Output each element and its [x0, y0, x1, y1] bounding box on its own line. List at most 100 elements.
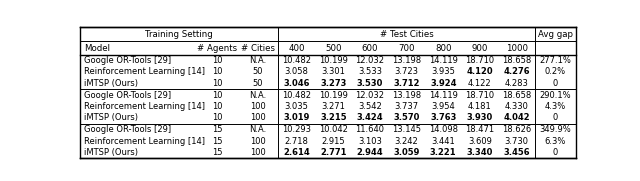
Text: # Agents: # Agents — [198, 43, 237, 52]
Text: 13.198: 13.198 — [392, 91, 421, 100]
Text: 100: 100 — [250, 137, 266, 146]
Text: 50: 50 — [253, 79, 263, 88]
Text: 3.930: 3.930 — [467, 113, 493, 123]
Text: 3.533: 3.533 — [358, 68, 382, 76]
Text: 2.915: 2.915 — [321, 137, 345, 146]
Text: 900: 900 — [472, 43, 488, 52]
Text: 3.924: 3.924 — [430, 79, 456, 88]
Text: 3.456: 3.456 — [503, 148, 530, 157]
Text: 3.424: 3.424 — [356, 113, 383, 123]
Text: 4.3%: 4.3% — [545, 102, 566, 111]
Text: Model: Model — [84, 43, 110, 52]
Text: 10.199: 10.199 — [319, 56, 348, 65]
Text: 700: 700 — [398, 43, 415, 52]
Text: 100: 100 — [250, 113, 266, 123]
Text: 290.1%: 290.1% — [540, 91, 572, 100]
Text: 3.441: 3.441 — [431, 137, 455, 146]
Text: 2.718: 2.718 — [285, 137, 308, 146]
Text: 3.046: 3.046 — [284, 79, 310, 88]
Text: # Test Cities: # Test Cities — [380, 30, 433, 39]
Text: 10: 10 — [212, 68, 223, 76]
Text: 3.215: 3.215 — [320, 113, 347, 123]
Text: 3.035: 3.035 — [285, 102, 308, 111]
Text: 3.242: 3.242 — [395, 137, 419, 146]
Text: 12.032: 12.032 — [355, 56, 385, 65]
Text: 10: 10 — [212, 91, 223, 100]
Text: 10: 10 — [212, 79, 223, 88]
Text: 13.145: 13.145 — [392, 125, 421, 134]
Text: Avg gap: Avg gap — [538, 30, 573, 39]
Text: 10: 10 — [212, 102, 223, 111]
Text: 2.771: 2.771 — [320, 148, 347, 157]
Text: 10.482: 10.482 — [282, 91, 311, 100]
Text: 10.199: 10.199 — [319, 91, 348, 100]
Text: 3.712: 3.712 — [394, 79, 420, 88]
Text: Google OR-Tools [29]: Google OR-Tools [29] — [84, 91, 171, 100]
Text: iMTSP (Ours): iMTSP (Ours) — [84, 79, 138, 88]
Text: Training Setting: Training Setting — [145, 30, 213, 39]
Text: 3.301: 3.301 — [321, 68, 346, 76]
Text: Google OR-Tools [29]: Google OR-Tools [29] — [84, 56, 171, 65]
Text: 1000: 1000 — [506, 43, 527, 52]
Text: 3.935: 3.935 — [431, 68, 455, 76]
Text: 3.730: 3.730 — [504, 137, 529, 146]
Text: 3.019: 3.019 — [284, 113, 310, 123]
Text: 0.2%: 0.2% — [545, 68, 566, 76]
Text: Reinforcement Learning [14]: Reinforcement Learning [14] — [84, 137, 205, 146]
Text: Reinforcement Learning [14]: Reinforcement Learning [14] — [84, 68, 205, 76]
Text: Reinforcement Learning [14]: Reinforcement Learning [14] — [84, 102, 205, 111]
Text: 10.482: 10.482 — [282, 56, 311, 65]
Text: N.A.: N.A. — [250, 125, 267, 134]
Text: 4.120: 4.120 — [467, 68, 493, 76]
Text: 100: 100 — [250, 102, 266, 111]
Text: 3.954: 3.954 — [431, 102, 455, 111]
Text: 4.042: 4.042 — [503, 113, 530, 123]
Text: 4.122: 4.122 — [468, 79, 492, 88]
Text: 15: 15 — [212, 137, 223, 146]
Text: 800: 800 — [435, 43, 451, 52]
Text: 12.032: 12.032 — [355, 91, 385, 100]
Text: 18.658: 18.658 — [502, 91, 531, 100]
Text: 0: 0 — [553, 113, 558, 123]
Text: 3.737: 3.737 — [395, 102, 419, 111]
Text: 18.710: 18.710 — [465, 91, 495, 100]
Text: 100: 100 — [250, 148, 266, 157]
Text: 18.658: 18.658 — [502, 56, 531, 65]
Text: 277.1%: 277.1% — [540, 56, 572, 65]
Text: 10: 10 — [212, 113, 223, 123]
Text: 10.293: 10.293 — [282, 125, 311, 134]
Text: 18.710: 18.710 — [465, 56, 495, 65]
Text: 3.530: 3.530 — [357, 79, 383, 88]
Text: N.A.: N.A. — [250, 91, 267, 100]
Text: 14.119: 14.119 — [429, 91, 458, 100]
Text: 3.542: 3.542 — [358, 102, 382, 111]
Text: 500: 500 — [325, 43, 342, 52]
Text: 18.471: 18.471 — [465, 125, 495, 134]
Text: 3.059: 3.059 — [394, 148, 420, 157]
Text: iMTSP (Ours): iMTSP (Ours) — [84, 113, 138, 123]
Text: 0: 0 — [553, 148, 558, 157]
Text: 2.944: 2.944 — [356, 148, 383, 157]
Text: 3.723: 3.723 — [395, 68, 419, 76]
Text: N.A.: N.A. — [250, 56, 267, 65]
Text: 4.330: 4.330 — [504, 102, 529, 111]
Text: 3.103: 3.103 — [358, 137, 382, 146]
Text: 11.640: 11.640 — [355, 125, 385, 134]
Text: 600: 600 — [362, 43, 378, 52]
Text: 3.570: 3.570 — [394, 113, 420, 123]
Text: 2.614: 2.614 — [284, 148, 310, 157]
Text: 0: 0 — [553, 79, 558, 88]
Text: 14.098: 14.098 — [429, 125, 458, 134]
Text: 10.042: 10.042 — [319, 125, 348, 134]
Text: 15: 15 — [212, 125, 223, 134]
Text: 3.273: 3.273 — [320, 79, 346, 88]
Text: 14.119: 14.119 — [429, 56, 458, 65]
Text: 4.283: 4.283 — [504, 79, 529, 88]
Text: 3.763: 3.763 — [430, 113, 456, 123]
Text: Google OR-Tools [29]: Google OR-Tools [29] — [84, 125, 171, 134]
Text: 4.181: 4.181 — [468, 102, 492, 111]
Text: 4.276: 4.276 — [503, 68, 530, 76]
Text: # Cities: # Cities — [241, 43, 275, 52]
Text: 15: 15 — [212, 148, 223, 157]
Text: iMTSP (Ours): iMTSP (Ours) — [84, 148, 138, 157]
